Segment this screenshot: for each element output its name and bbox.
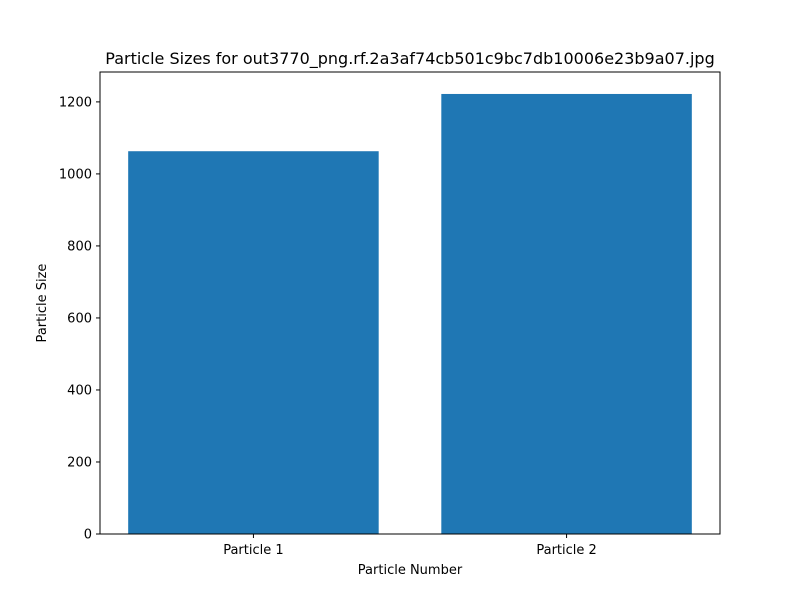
bar-particle-1 [128, 151, 379, 534]
y-tick-label: 0 [84, 528, 92, 543]
y-tick-label: 400 [67, 383, 92, 398]
y-tick-label: 800 [67, 239, 92, 254]
y-axis-label: Particle Size [35, 264, 50, 343]
bars-group [128, 93, 692, 535]
y-tick-label: 200 [67, 455, 92, 470]
y-axis-ticks: 0 200 400 600 800 1000 1200 [59, 95, 100, 543]
chart-title: Particle Sizes for out3770_png.rf.2a3af7… [105, 49, 714, 69]
y-tick-label: 1000 [59, 167, 92, 182]
plot-frame [99, 71, 721, 535]
x-axis-ticks: Particle 1 Particle 2 [223, 534, 597, 558]
x-axis-label: Particle Number [358, 563, 463, 578]
y-tick-label: 600 [67, 311, 92, 326]
bar-particle-2 [441, 93, 692, 535]
y-tick-label: 1200 [59, 95, 92, 110]
x-tick-label: Particle 2 [536, 543, 596, 558]
x-tick-label: Particle 1 [223, 543, 283, 558]
